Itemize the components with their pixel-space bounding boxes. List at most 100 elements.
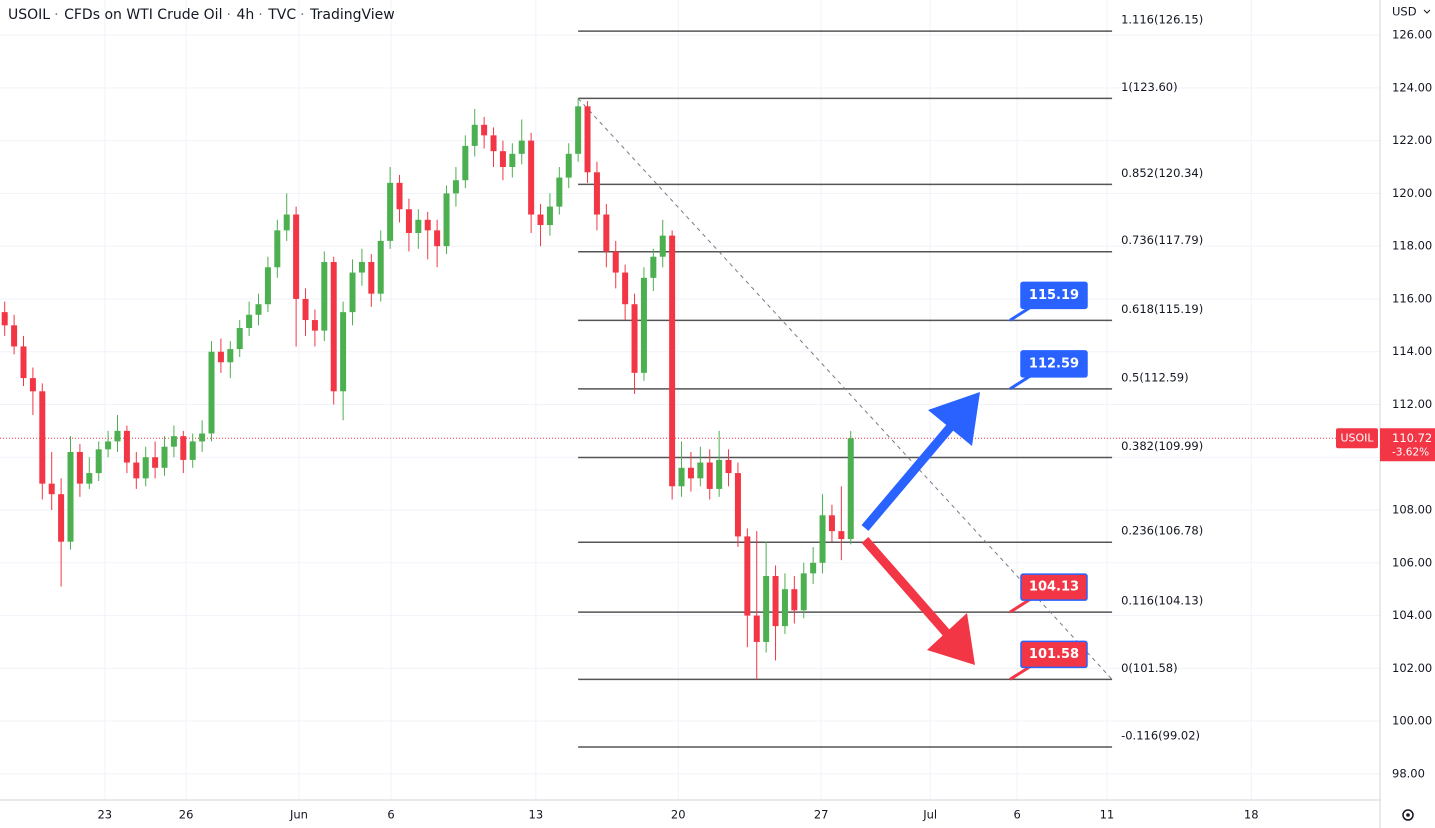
target-box bbox=[1020, 573, 1088, 601]
candle-body bbox=[161, 446, 168, 468]
grid bbox=[0, 0, 1380, 800]
candle-body bbox=[189, 441, 196, 460]
candle-body bbox=[114, 430, 121, 442]
last-price-tag bbox=[1380, 428, 1435, 462]
candle-body bbox=[847, 438, 854, 540]
y-tick-label: 124.00 bbox=[1392, 80, 1432, 94]
candle-body bbox=[11, 325, 18, 347]
candle-body bbox=[170, 436, 177, 447]
candle-body bbox=[434, 230, 441, 247]
candle-body bbox=[810, 562, 817, 574]
candle-body bbox=[349, 272, 356, 313]
y-tick-label: 98.00 bbox=[1392, 766, 1425, 780]
axes: 98.00100.00102.00104.00106.00108.00110.0… bbox=[97, 28, 1435, 822]
symbol-tag-label: USOIL bbox=[1340, 431, 1374, 444]
header-separator: · bbox=[258, 7, 262, 23]
price-axis-panel bbox=[1380, 0, 1435, 828]
candle-body bbox=[481, 124, 488, 136]
overlay: 115.19 112.59 104.13 101.58 bbox=[861, 281, 1088, 681]
y-tick-label: 120.00 bbox=[1392, 186, 1432, 200]
fib-level-label: 0.116(104.13) bbox=[1121, 594, 1203, 608]
candle-body bbox=[58, 494, 65, 542]
candle-body bbox=[396, 182, 403, 210]
up-arrow-shaft bbox=[861, 415, 962, 531]
candle-body bbox=[340, 312, 347, 392]
up-arrow-head bbox=[928, 392, 980, 446]
candle-body bbox=[697, 462, 704, 479]
candle-body bbox=[236, 327, 243, 350]
fib-level-label: 0.618(115.19) bbox=[1121, 302, 1203, 316]
header-separator: · bbox=[300, 7, 304, 23]
candle-body bbox=[152, 457, 159, 468]
y-tick-label: 122.00 bbox=[1392, 133, 1432, 147]
candle-body bbox=[584, 106, 591, 173]
candle-body bbox=[255, 304, 262, 315]
candle-body bbox=[678, 467, 685, 487]
gear[interactable] bbox=[1402, 809, 1414, 821]
candle-body bbox=[509, 153, 516, 168]
x-tick-label: Jul bbox=[922, 808, 937, 822]
candle-body bbox=[669, 235, 676, 487]
candle-body bbox=[734, 473, 741, 537]
candle-body bbox=[452, 180, 459, 194]
candle-body bbox=[358, 262, 365, 273]
target-label: 104.13 bbox=[1029, 580, 1079, 595]
candle-body bbox=[76, 451, 83, 484]
candle-body bbox=[490, 135, 497, 152]
y-tick-label: 114.00 bbox=[1392, 344, 1432, 358]
candle-body bbox=[142, 457, 149, 479]
fib-level-label: 1.116(126.15) bbox=[1121, 13, 1203, 27]
candle-body bbox=[283, 214, 290, 231]
candle-body bbox=[123, 430, 130, 463]
candle-body bbox=[1, 312, 8, 326]
candle-body bbox=[208, 351, 215, 434]
fib-level-label: 0.852(120.34) bbox=[1121, 166, 1203, 180]
header: USOIL · CFDs on WTI Crude Oil · 4h · TVC · Trad… bbox=[8, 7, 395, 23]
x-tick-label: 20 bbox=[671, 808, 686, 822]
candle-body bbox=[424, 219, 431, 231]
candle-body bbox=[227, 349, 234, 363]
candle-body bbox=[659, 235, 666, 257]
candle-body bbox=[274, 230, 281, 268]
candle-body bbox=[368, 262, 375, 294]
candle-body bbox=[781, 589, 788, 627]
candle-body bbox=[575, 106, 582, 154]
candles bbox=[1, 98, 854, 680]
header-interval: 4h bbox=[236, 7, 254, 23]
candle-body bbox=[264, 267, 271, 305]
candle-body bbox=[528, 140, 535, 215]
candle-body bbox=[246, 314, 253, 328]
fib-level-label: 0.5(112.59) bbox=[1121, 370, 1189, 384]
header-exchange: TVC bbox=[267, 7, 296, 23]
candle-body bbox=[612, 251, 619, 273]
currency[interactable]: USD bbox=[1392, 5, 1417, 19]
candle-body bbox=[29, 378, 36, 392]
header-separator: · bbox=[226, 7, 230, 23]
target-label: 101.58 bbox=[1029, 647, 1079, 662]
fib-level-label: 0(101.58) bbox=[1121, 661, 1178, 675]
candle-body bbox=[828, 515, 835, 532]
candle-body bbox=[687, 467, 694, 479]
x-tick-label: 11 bbox=[1100, 808, 1115, 822]
candle-body bbox=[405, 209, 412, 233]
symbol: USOIL bbox=[8, 7, 50, 23]
candle-body bbox=[716, 459, 723, 489]
gear-center bbox=[1406, 813, 1410, 817]
settings-icon[interactable] bbox=[1402, 809, 1414, 821]
change-label: -3.62% bbox=[1392, 446, 1429, 458]
candle-body bbox=[39, 391, 46, 484]
down-arrow-head bbox=[927, 613, 975, 665]
x-tick-label: 6 bbox=[387, 808, 394, 822]
y-tick-label: 106.00 bbox=[1392, 555, 1432, 569]
candle-body bbox=[706, 462, 713, 489]
x-tick-label: 27 bbox=[814, 808, 829, 822]
candle-body bbox=[556, 177, 563, 207]
currency-caret bbox=[1423, 9, 1431, 14]
y-tick-label: 112.00 bbox=[1392, 397, 1432, 411]
last-price-label: 110.72 bbox=[1392, 431, 1432, 445]
down-arrow-shaft bbox=[861, 537, 954, 640]
candle-body bbox=[321, 262, 328, 331]
candle-body bbox=[377, 240, 384, 294]
